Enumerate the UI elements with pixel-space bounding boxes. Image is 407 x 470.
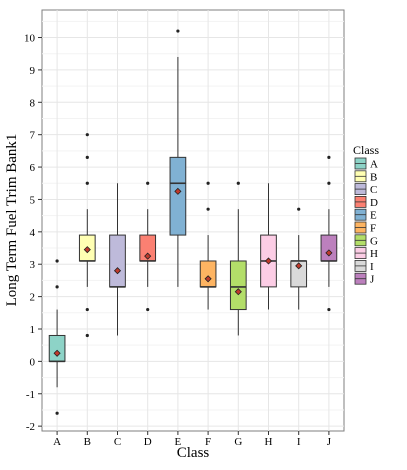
x-tick-label: I [297,436,301,448]
legend-item-c: C [354,183,377,196]
box-group-a [48,259,66,415]
y-tick-label: 6 [30,162,36,174]
legend-item-b: B [354,170,377,183]
box-layer [48,29,338,415]
box-iqr [109,234,126,288]
legend-title: Class [353,143,379,157]
box-group-j [320,155,338,312]
outlier-point [85,133,89,137]
outlier-point [85,307,89,312]
mean-marker [174,187,182,195]
legend-item-f: F [354,221,376,235]
outlier-point [206,181,210,185]
y-tick-label: 2 [30,292,36,304]
box-iqr [169,156,187,236]
mean-marker [113,267,122,275]
y-tick-label: 4 [30,227,36,239]
y-tick-label: 8 [30,97,36,109]
outlier-point [146,181,150,185]
y-tick-label: -2 [26,421,35,433]
y-tick-label: 10 [24,33,36,45]
mean-marker [53,349,61,357]
mean-marker [325,249,333,257]
legend-item-a: A [354,157,378,171]
x-tick-label: B [84,436,91,448]
x-tick-label: E [175,436,182,448]
plot-panel [41,9,345,432]
x-tick-label: C [114,436,121,448]
legend-label: J [370,274,375,286]
y-tick-label: 0 [30,356,36,368]
x-tick-label: A [53,436,61,448]
outlier-point [55,411,59,415]
outlier-point [297,207,301,211]
mean-marker [264,257,273,265]
x-axis-title: Class [177,445,210,461]
legend-label: C [370,184,377,196]
legend-label: H [370,248,378,260]
box-iqr [229,260,247,311]
y-axis-title: Long Term Fuel Trim Bank1 [4,134,20,307]
legend-label: G [370,235,378,247]
x-tick-label: D [144,436,152,448]
mean-marker [144,252,152,260]
outlier-point [85,155,89,159]
outlier-point [206,207,210,211]
box-iqr [199,260,217,288]
legend-label: I [370,261,374,273]
mean-marker [295,262,303,270]
legend-label: B [370,171,377,183]
legend-label: A [370,159,378,171]
y-tick-label: 3 [30,259,36,271]
outlier-point [146,307,150,312]
outlier-point [236,181,240,185]
x-tick-label: F [205,436,211,448]
legend-item-g: G [354,234,378,247]
x-tick-label: G [234,436,242,448]
legend-item-e: E [354,208,377,222]
outlier-point [327,307,331,312]
box-iqr [48,334,66,362]
outlier-point [327,155,331,159]
outlier-point [55,285,59,289]
y-tick-label: 5 [30,194,36,206]
box-group-d [139,181,157,312]
axis-layer: -2 -1 0 1 2 3 4 5 6 7 8 9 10 A B C D E F G H I J [24,33,332,448]
mean-marker [204,275,212,283]
x-tick-label: J [327,436,332,448]
legend-label: F [370,223,376,235]
box-group-g [229,181,247,336]
outlier-point [176,29,180,33]
box-group-f [199,181,217,310]
x-tick-label: H [265,436,273,448]
y-tick-label: 1 [30,324,36,336]
box-group-c [109,183,126,336]
outlier-point [55,259,59,263]
y-tick-label: 7 [30,130,36,142]
outlier-point [85,181,89,185]
legend-label: E [370,210,377,222]
mean-marker [234,288,242,296]
box-group-e [169,29,187,287]
legend-item-j: J [354,272,375,286]
box-group-b [78,133,96,338]
legend-item-i: I [354,259,374,273]
outlier-point [327,181,331,185]
box-group-h [260,183,277,310]
legend-item-h: H [354,247,378,260]
legend-item-d: D [354,195,378,209]
y-tick-label: 9 [30,65,36,77]
mean-marker [83,246,91,254]
legend-label: D [370,197,378,209]
box-group-i [290,207,308,310]
box-iqr [320,234,338,262]
y-tick-label: -1 [26,389,35,401]
outlier-point [85,333,89,338]
